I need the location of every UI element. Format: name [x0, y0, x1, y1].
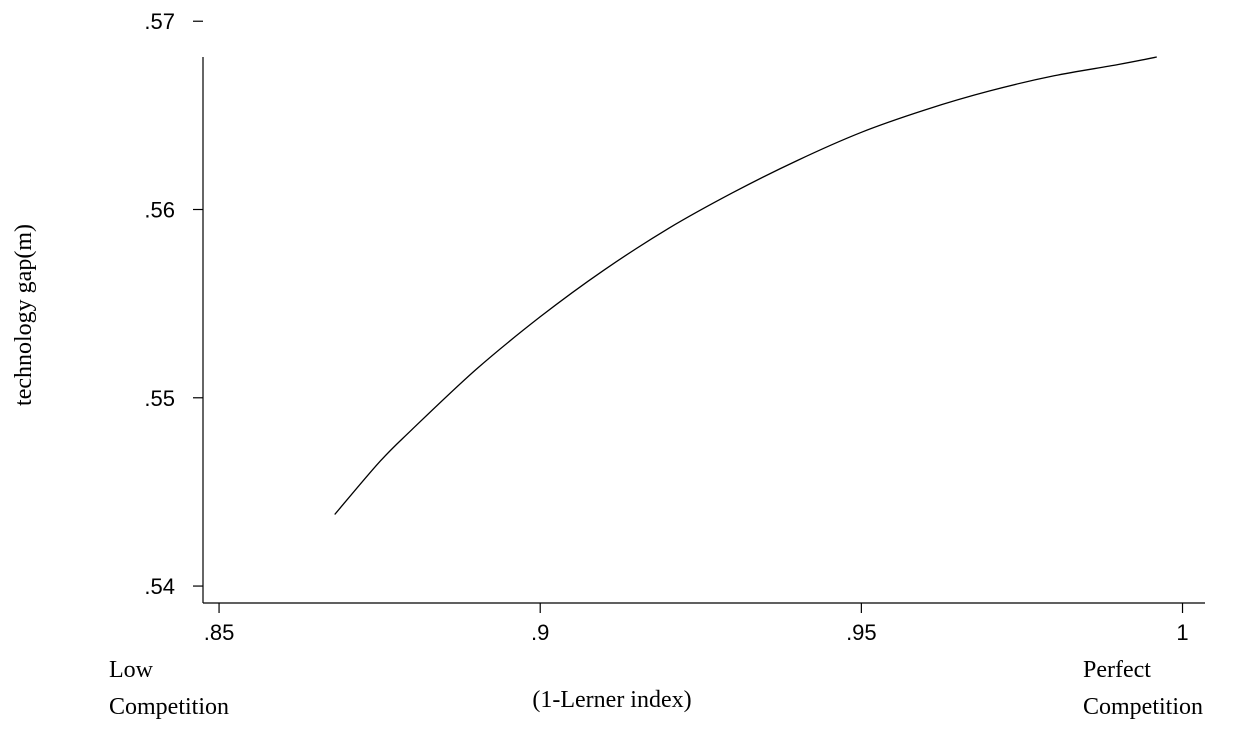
- y-axis-label: technology gap(m): [11, 224, 37, 406]
- low-competition-label-line1: Low: [109, 657, 154, 683]
- perfect-competition-label-line1: Perfect: [1083, 657, 1151, 683]
- axes: [202, 57, 1205, 604]
- y-tick-label: .57: [144, 9, 175, 34]
- x-tick-label: .85: [204, 620, 235, 645]
- x-tick-label: 1: [1176, 620, 1188, 645]
- perfect-competition-label-line2: Competition: [1083, 694, 1203, 720]
- x-tick-label: .95: [846, 620, 877, 645]
- series-group: [334, 56, 1157, 515]
- y-tick-label: .54: [144, 574, 175, 599]
- series-line: [334, 56, 1157, 515]
- low-competition-label-line2: Competition: [109, 694, 229, 720]
- x-ticks: .85 .9 .95 1: [204, 603, 1189, 645]
- x-tick-label: .9: [531, 620, 549, 645]
- y-tick-label: .55: [144, 386, 175, 411]
- x-axis-label: (1-Lerner index): [532, 687, 691, 713]
- y-ticks: .54 .55 .56 .57: [144, 9, 203, 599]
- y-tick-label: .56: [144, 198, 175, 223]
